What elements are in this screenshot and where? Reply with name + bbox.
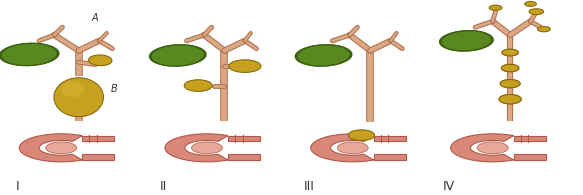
Text: III: III [304, 180, 314, 193]
Ellipse shape [439, 30, 494, 52]
Text: A: A [91, 13, 98, 23]
Text: I: I [16, 180, 19, 193]
Ellipse shape [54, 78, 104, 117]
Polygon shape [19, 134, 82, 162]
Ellipse shape [501, 64, 519, 72]
Ellipse shape [501, 64, 519, 72]
Ellipse shape [149, 44, 207, 67]
Ellipse shape [229, 60, 261, 73]
Ellipse shape [499, 95, 521, 104]
Polygon shape [374, 136, 406, 141]
Ellipse shape [61, 82, 85, 97]
Ellipse shape [0, 43, 59, 66]
Ellipse shape [89, 55, 112, 66]
Ellipse shape [477, 142, 508, 154]
Ellipse shape [45, 142, 77, 154]
Text: o: o [199, 149, 203, 154]
Ellipse shape [348, 130, 374, 141]
Ellipse shape [151, 45, 205, 66]
Polygon shape [228, 154, 260, 160]
Ellipse shape [500, 80, 520, 88]
Polygon shape [228, 136, 260, 141]
Text: II: II [160, 180, 167, 193]
Polygon shape [514, 136, 546, 141]
Text: o: o [54, 149, 57, 154]
Ellipse shape [441, 31, 491, 51]
Ellipse shape [499, 95, 521, 104]
Ellipse shape [297, 45, 350, 66]
Polygon shape [374, 154, 406, 160]
Ellipse shape [525, 1, 536, 6]
Polygon shape [82, 136, 114, 141]
Ellipse shape [1, 43, 57, 66]
Polygon shape [311, 134, 374, 162]
Ellipse shape [294, 44, 353, 67]
Text: IV: IV [443, 180, 455, 193]
Text: o: o [345, 149, 349, 154]
Ellipse shape [502, 49, 518, 56]
Polygon shape [514, 154, 546, 160]
Ellipse shape [184, 80, 212, 91]
Ellipse shape [502, 49, 518, 56]
Ellipse shape [538, 27, 550, 32]
Ellipse shape [337, 142, 368, 154]
Text: B: B [110, 84, 117, 94]
Ellipse shape [191, 142, 223, 154]
Ellipse shape [489, 5, 502, 10]
Ellipse shape [500, 80, 520, 88]
Polygon shape [165, 134, 228, 162]
Ellipse shape [529, 9, 543, 15]
Text: o: o [485, 149, 489, 154]
Polygon shape [451, 134, 514, 162]
Polygon shape [82, 154, 114, 160]
